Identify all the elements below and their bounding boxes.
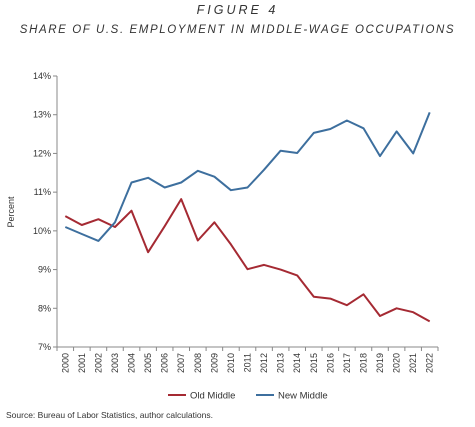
x-tick-label: 2011 (243, 353, 253, 372)
figure-label: FIGURE 4 (196, 3, 279, 17)
y-tick-label: 10% (33, 226, 51, 236)
x-tick-label: 2009 (209, 353, 219, 373)
y-axis-label: Percent (6, 196, 16, 228)
x-tick-label: 2018 (358, 353, 368, 373)
y-tick-label: 7% (38, 342, 51, 352)
x-tick-label: 2021 (408, 353, 418, 373)
x-tick-label: 2006 (160, 353, 170, 373)
x-tick-label: 2007 (176, 353, 186, 373)
series-line-new-middle (64, 112, 431, 242)
legend-label-new-middle: New Middle (278, 391, 328, 402)
x-tick-label: 2010 (226, 353, 236, 373)
chart-title: SHARE OF U.S. EMPLOYMENT IN MIDDLE-WAGE … (19, 24, 456, 36)
x-tick-label: 2000 (60, 353, 70, 373)
x-tick-label: 2017 (342, 353, 352, 373)
y-tick-label: 14% (33, 71, 51, 81)
x-tick-label: 2015 (309, 353, 319, 373)
y-tick-label: 12% (33, 148, 51, 158)
x-tick-label: 2022 (425, 353, 435, 373)
legend-label-old-middle: Old Middle (190, 391, 235, 402)
x-tick-label: 2020 (392, 353, 402, 373)
x-tick-label: 2005 (143, 353, 153, 373)
series-line-old-middle (64, 198, 431, 323)
y-tick-label: 13% (33, 110, 51, 120)
x-tick-label: 2008 (193, 353, 203, 373)
source-note: Source: Bureau of Labor Statistics, auth… (6, 410, 213, 420)
x-tick-label: 2013 (276, 353, 286, 373)
y-tick-label: 11% (34, 187, 51, 197)
x-tick-label: 2001 (77, 353, 87, 373)
y-tick-label: 8% (38, 303, 51, 313)
x-tick-label: 2003 (110, 353, 120, 373)
x-tick-label: 2004 (127, 353, 137, 373)
x-tick-label: 2019 (375, 353, 385, 373)
x-tick-label: 2014 (292, 353, 302, 373)
x-tick-label: 2012 (259, 353, 269, 373)
x-tick-label: 2002 (93, 353, 103, 373)
y-tick-label: 9% (38, 265, 51, 275)
x-tick-label: 2016 (325, 353, 335, 373)
